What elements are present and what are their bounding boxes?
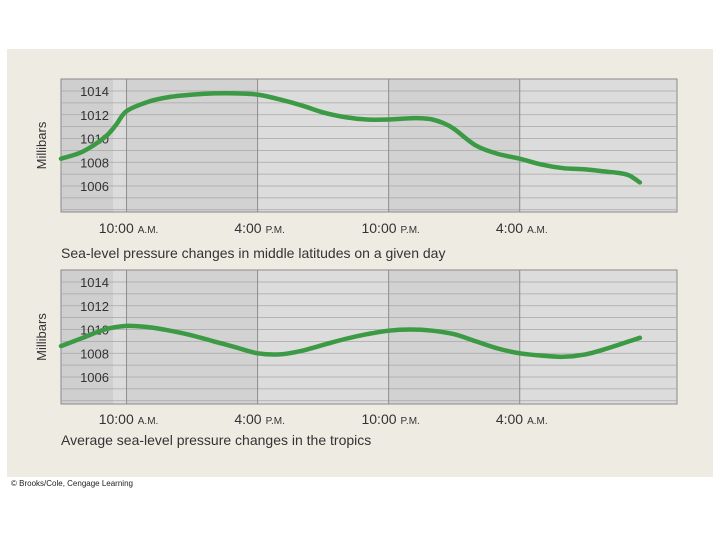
y-tick-label: 1008 xyxy=(80,346,109,361)
x-tick-suffix: P.M. xyxy=(266,225,285,236)
y-tick-label: 1006 xyxy=(80,370,109,385)
x-tick-suffix: A.M. xyxy=(527,416,548,427)
x-tick-suffix: A.M. xyxy=(138,416,159,427)
y-tick-label: 1012 xyxy=(80,108,109,123)
x-tick-time: 10:00 xyxy=(361,220,396,236)
y-tick-label: 1012 xyxy=(80,299,109,314)
x-tick-label: 10:00 A.M. xyxy=(99,220,159,236)
x-tick-time: 10:00 xyxy=(99,411,134,427)
x-tick-time: 10:00 xyxy=(361,411,396,427)
copyright-credit: © Brooks/Cole, Cengage Learning xyxy=(11,479,133,488)
x-tick-time: 10:00 xyxy=(99,220,134,236)
x-tick-time: 4:00 xyxy=(496,411,523,427)
x-tick-suffix: A.M. xyxy=(138,225,159,236)
chart-caption: Average sea-level pressure changes in th… xyxy=(61,432,371,448)
series-line xyxy=(58,91,643,185)
y-tick-label: 1010 xyxy=(80,132,109,147)
y-tick-label: 1006 xyxy=(80,179,109,194)
series-line xyxy=(58,323,643,360)
ylabel-column xyxy=(61,79,113,212)
plot-band xyxy=(388,79,520,212)
x-tick-suffix: A.M. xyxy=(527,225,548,236)
x-tick-suffix: P.M. xyxy=(401,416,420,427)
x-tick-time: 4:00 xyxy=(234,220,261,236)
y-axis-title: Millibars xyxy=(34,313,49,361)
plot-band xyxy=(126,79,258,212)
y-axis-title: Millibars xyxy=(34,121,49,169)
x-tick-label: 4:00 P.M. xyxy=(234,411,285,427)
plot-band xyxy=(388,270,520,404)
x-tick-label: 4:00 P.M. xyxy=(234,220,285,236)
x-tick-label: 4:00 A.M. xyxy=(496,220,548,236)
chart-caption: Sea-level pressure changes in middle lat… xyxy=(61,245,445,261)
plot-frame xyxy=(60,78,678,213)
x-tick-label: 10:00 P.M. xyxy=(361,220,419,236)
x-tick-suffix: P.M. xyxy=(266,416,285,427)
y-tick-label: 1014 xyxy=(80,84,109,99)
y-tick-label: 1014 xyxy=(80,275,109,290)
x-tick-label: 10:00 A.M. xyxy=(99,411,159,427)
x-tick-suffix: P.M. xyxy=(401,225,420,236)
x-tick-label: 4:00 A.M. xyxy=(496,411,548,427)
x-tick-label: 10:00 P.M. xyxy=(361,411,419,427)
x-tick-time: 4:00 xyxy=(496,220,523,236)
plot-frame xyxy=(60,269,678,405)
y-tick-label: 1008 xyxy=(80,155,109,170)
x-tick-time: 4:00 xyxy=(234,411,261,427)
